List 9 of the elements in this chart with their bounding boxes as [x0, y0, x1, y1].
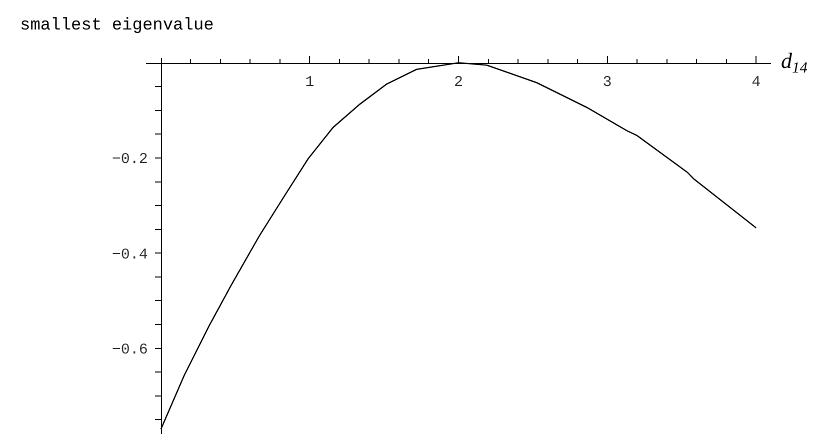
x-axis-title: d$_{14}$ — [781, 48, 808, 77]
x-tick-label: 4 — [752, 74, 761, 91]
chart-title: smallest eigenvalue — [20, 16, 214, 36]
x-tick-label: 3 — [602, 74, 612, 91]
x-tick-label: 1 — [305, 74, 314, 91]
y-tick-label: −0.2 — [112, 151, 148, 168]
y-tick-label: −0.4 — [112, 246, 148, 264]
y-tick-label: −0.6 — [112, 342, 148, 359]
x-tick-label: 2 — [454, 74, 464, 91]
